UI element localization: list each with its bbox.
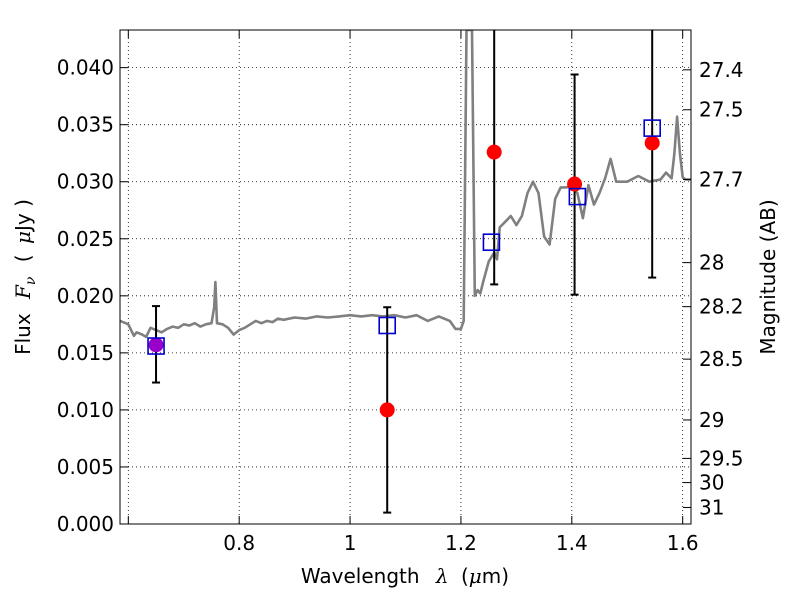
- observed-point: [148, 337, 164, 353]
- y2-axis-title: Magnitude (AB): [756, 199, 780, 354]
- model-line-layer: [120, 30, 691, 339]
- x-axis-symbol: λ: [435, 564, 449, 588]
- y-tick-label: 0.030: [57, 170, 114, 194]
- y-tick-label: 0.000: [57, 512, 114, 536]
- y-axis-subscript: ν: [23, 276, 39, 285]
- y2-tick-label: 29: [699, 408, 724, 432]
- y-tick-label: 0.015: [57, 341, 114, 365]
- y-axis-title: Flux Fν ( μJy ): [11, 199, 40, 355]
- x-axis-unit-open: (: [461, 564, 469, 588]
- x-tick-label: 1.4: [556, 531, 588, 555]
- y-axis-unit-open: (: [11, 254, 35, 262]
- y-axis-unit-rest: Jy ): [11, 199, 35, 233]
- x-axis-label: Wavelength: [301, 564, 420, 588]
- observed-point: [379, 402, 395, 418]
- y-tick-label: 0.020: [57, 284, 114, 308]
- model-photometry-point: [147, 337, 165, 355]
- y2-tick-label: 29.5: [699, 446, 744, 470]
- y2-tick-label: 27.4: [699, 58, 744, 82]
- x-tick-label: 1.2: [445, 531, 477, 555]
- y-axis-symbol: F: [11, 284, 35, 300]
- y2-tick-label: 30: [699, 471, 724, 495]
- model-photometry-point: [482, 233, 501, 252]
- y-tick-label: 0.025: [57, 227, 114, 251]
- x-axis-unit-mu: μ: [469, 564, 482, 588]
- tick-labels: 0.8 1 1.2 1.4 1.6 0.000 0.005 0.010 0.015 0.020 0.…: [57, 56, 744, 555]
- observed-point: [644, 135, 660, 151]
- x-tick-label: 1: [344, 531, 357, 555]
- y2-tick-label: 28.2: [699, 295, 744, 319]
- x-axis-title: Wavelength λ (μm): [301, 564, 509, 588]
- x-axis-unit-rest: m): [482, 564, 509, 588]
- x-tick-label: 0.8: [223, 531, 255, 555]
- model-photometry-point: [378, 316, 397, 335]
- y-axis-label: Flux: [11, 313, 35, 355]
- y-axis-unit-mu: μ: [11, 231, 35, 244]
- observed-point: [486, 144, 502, 160]
- y2-tick-label: 27.7: [699, 167, 744, 191]
- y2-tick-label: 31: [699, 495, 724, 519]
- plot-frame: [119, 29, 692, 525]
- y-tick-label: 0.010: [57, 398, 114, 422]
- x-tick-label: 1.6: [667, 531, 699, 555]
- model-photometry-point: [568, 187, 587, 206]
- y-tick-label: 0.005: [57, 455, 114, 479]
- marker-layer: [147, 119, 661, 418]
- ticks: [120, 30, 691, 525]
- y-tick-label: 0.035: [57, 113, 114, 137]
- y-tick-label: 0.040: [57, 56, 114, 80]
- y2-tick-label: 27.5: [699, 98, 744, 122]
- y2-tick-label: 28.5: [699, 347, 744, 371]
- model-sed-line: [120, 30, 691, 339]
- model-photometry-point: [643, 119, 661, 137]
- y2-tick-label: 28: [699, 251, 724, 275]
